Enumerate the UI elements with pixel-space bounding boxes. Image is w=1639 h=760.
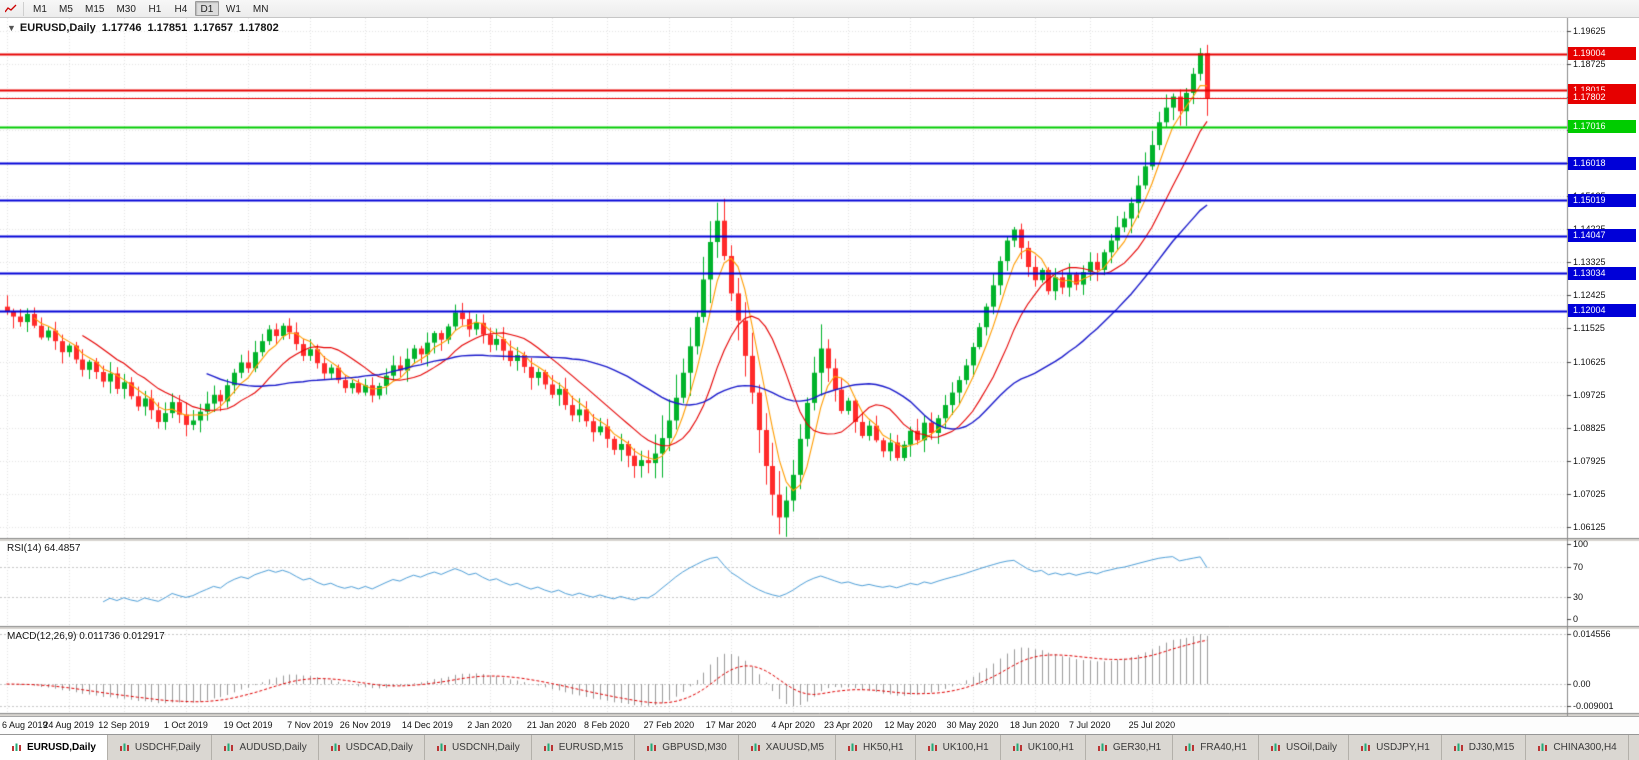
tab-ger30-h1[interactable]: GER30,H1 [1085,735,1174,760]
tab-hk50-h1[interactable]: HK50,H1 [836,735,916,760]
tab-chart-icon [436,743,446,751]
tab-chart-icon [1270,743,1280,751]
date-axis-label: 21 Jan 2020 [526,720,577,730]
tab-chart-icon [224,743,234,751]
chart-tools-icon[interactable] [2,1,24,16]
timeframe-toolbar: M1 M5 M15 M30 H1 H4 D1 W1 MN [0,0,1639,18]
date-axis-label: 7 Jul 2020 [1069,720,1111,730]
tab-eurusd-daily[interactable]: EURUSD,Daily [0,735,108,760]
tab-label: AUDUSD,Daily [239,742,307,753]
tab-label: GER30,H1 [1112,742,1162,753]
tab-label: EURUSD,M15 [558,742,624,753]
date-axis-label: 6 Aug 2019 [2,720,48,730]
date-axis-label: 25 Jul 2020 [1128,720,1176,730]
tab-chart-icon [848,743,858,751]
tab-uk100-h1[interactable]: UK100,H1 [1000,735,1086,760]
date-axis-label: 14 Dec 2019 [401,720,453,730]
tab-chart-icon [1185,743,1195,751]
tab-label: USOil,Daily [1285,742,1338,753]
timeframe-button-m15[interactable]: M15 [85,4,105,15]
date-axis-label: 12 May 2020 [884,720,937,730]
timeframe-button-m5[interactable]: M5 [59,4,73,15]
timeframe-button-h1[interactable]: H1 [148,4,162,15]
date-axis-label: 8 Feb 2020 [584,720,630,730]
tab-label: XAUUSD,M5 [765,742,825,753]
date-axis-label: 27 Feb 2020 [643,720,695,730]
date-axis-label: 1 Oct 2019 [163,720,208,730]
tab-label: UK100,H1 [1027,742,1074,753]
tab-label: CHINA300,H4 [1553,742,1617,753]
tab-usdcnh-daily[interactable]: USDCNH,Daily [424,735,532,760]
chart-tab-bar: EURUSD,Daily USDCHF,Daily AUDUSD,Daily USDC… [0,734,1639,760]
timeframe-button-m1[interactable]: M1 [33,4,47,15]
tab-label: UK100,H1 [942,742,989,753]
tab-chart-icon [927,743,937,751]
tab-chart-icon [1012,743,1022,751]
tab-chart-icon [750,743,760,751]
date-axis-label: 26 Nov 2019 [339,720,391,730]
tab-label: USDJPY,H1 [1376,742,1430,753]
date-axis-label: 18 Jun 2020 [1009,720,1060,730]
date-axis-label: 17 Mar 2020 [705,720,757,730]
date-axis-label: 19 Oct 2019 [223,720,273,730]
timeframe-button-w1[interactable]: W1 [225,4,241,15]
tab-label: DJ30,M15 [1468,742,1515,753]
tab-audusd-daily[interactable]: AUDUSD,Daily [212,735,319,760]
tab-chart-icon [543,743,553,751]
tab-chart-icon [119,743,129,751]
date-axis-label: 24 Aug 2019 [43,720,94,730]
tab-usoil-daily[interactable]: USOil,Daily [1258,735,1350,760]
timeframe-buttons: M1 M5 M15 M30 H1 H4 D1 W1 MN [27,1,274,16]
timeframe-button-h4[interactable]: H4 [174,4,188,15]
tab-label: FRA40,H1 [1200,742,1247,753]
tab-chart-icon [647,743,657,751]
tab-label: USDCAD,Daily [345,742,413,753]
tab-label: USDCHF,Daily [134,742,201,753]
tab-label: EURUSD,Daily [27,742,96,753]
tab-gbpusd-m30[interactable]: GBPUSD,M30 [635,735,739,760]
tab-fra40-h1[interactable]: FRA40,H1 [1173,735,1259,760]
date-axis[interactable]: 6 Aug 2019 24 Aug 2019 12 Sep 2019 1 Oct 20… [0,716,1639,734]
date-axis-label: 23 Apr 2020 [824,720,873,730]
date-axis-label: 2 Jan 2020 [467,720,512,730]
tab-usoil-h1[interactable]: USOil,H1 [1628,735,1639,760]
timeframe-button-d1[interactable]: D1 [194,1,219,16]
tab-label: GBPUSD,M30 [662,742,727,753]
tab-chart-icon [12,743,21,751]
tab-uk100-h1[interactable]: UK100,H1 [915,735,1001,760]
tab-usdcad-daily[interactable]: USDCAD,Daily [318,735,425,760]
tab-dj30-m15[interactable]: DJ30,M15 [1441,735,1527,760]
tab-chart-icon [1361,743,1371,751]
timeframe-button-mn[interactable]: MN [252,4,269,15]
tab-xauusd-m5[interactable]: XAUUSD,M5 [738,735,837,760]
price-chart-canvas[interactable] [0,18,1639,716]
tab-china300-h4[interactable]: CHINA300,H4 [1526,735,1629,760]
date-axis-label: 7 Nov 2019 [287,720,334,730]
tab-chart-icon [1097,743,1107,751]
tab-chart-icon [330,743,340,751]
tab-usdjpy-h1[interactable]: USDJPY,H1 [1349,735,1442,760]
date-axis-label: 4 Apr 2020 [771,720,815,730]
tab-label: HK50,H1 [863,742,904,753]
date-axis-label: 30 May 2020 [946,720,999,730]
tab-chart-icon [1538,743,1548,751]
tab-usdchf-daily[interactable]: USDCHF,Daily [107,735,213,760]
tab-label: USDCNH,Daily [451,742,520,753]
tab-chart-icon [1453,743,1463,751]
tab-eurusd-m15[interactable]: EURUSD,M15 [531,735,636,760]
date-axis-label: 12 Sep 2019 [98,720,150,730]
line-chart-icon [5,4,17,12]
timeframe-button-m30[interactable]: M30 [116,4,136,15]
